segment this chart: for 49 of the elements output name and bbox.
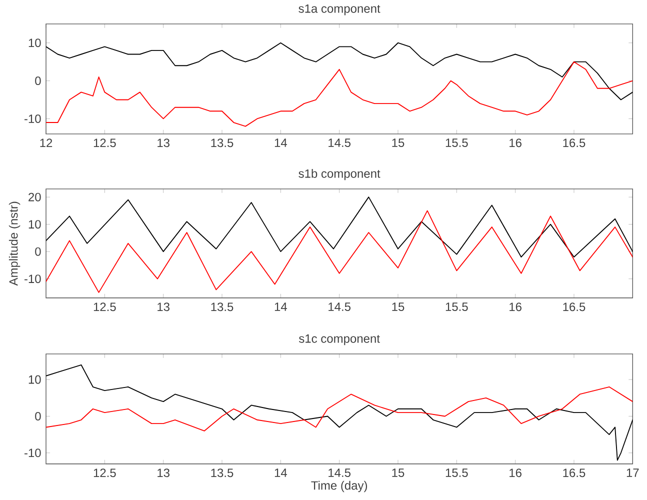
x-tick-label: 16 [510, 138, 522, 148]
x-tick-label: 14 [274, 138, 287, 147]
x-tick-label: 12.5 [94, 138, 116, 148]
x-tick-label: 13.5 [211, 138, 234, 148]
x-tick-label: 16 [510, 468, 522, 478]
y-tick-label: -10 [24, 448, 41, 458]
y-tick-label: 0 [35, 76, 41, 86]
x-tick-label: 15 [392, 138, 404, 148]
line-series [46, 364, 633, 461]
x-tick-label: 15.5 [446, 302, 468, 312]
y-tick-label: 0 [35, 412, 41, 421]
y-axis-title: Amplitude (nstr) [8, 202, 20, 286]
x-tick-label: 13 [158, 138, 170, 148]
line-series [46, 386, 633, 432]
x-tick-label: 15.5 [446, 468, 468, 478]
line-series [46, 42, 633, 100]
x-tick-label: 13.5 [211, 302, 234, 312]
y-tick-label: 10 [28, 38, 41, 48]
x-tick-label: 14.5 [328, 302, 351, 312]
y-tick-label: -10 [24, 114, 41, 124]
x-tick-label: 15 [392, 302, 404, 312]
chart-title: s1b component [298, 169, 380, 180]
line-series [46, 196, 633, 258]
x-tick-label: 14 [274, 468, 287, 477]
x-tick-label: 16 [510, 302, 522, 312]
y-tick-label: 0 [35, 247, 41, 256]
chart-title: s1a component [298, 4, 380, 16]
x-tick-label: 13.5 [211, 468, 234, 478]
x-tick-label: 15.5 [446, 138, 468, 148]
y-tick-label: -10 [24, 274, 41, 284]
x-tick-label: 12.5 [94, 302, 116, 312]
x-tick-label: 15 [392, 468, 404, 478]
y-tick-label: 10 [28, 220, 41, 229]
x-tick-label: 13 [158, 468, 170, 478]
x-axis-title: Time (day) [311, 480, 368, 492]
y-tick-label: 10 [28, 375, 41, 384]
x-tick-label: 16.5 [563, 468, 586, 478]
x-tick-label: 14.5 [328, 138, 351, 148]
x-tick-label: 14 [274, 302, 287, 311]
x-tick-label: 16.5 [563, 138, 586, 148]
line-series [46, 210, 633, 293]
x-tick-label: 12.5 [94, 468, 116, 478]
x-tick-label: 13 [158, 302, 170, 312]
x-tick-label: 17 [626, 468, 639, 477]
chart-title: s1c component [298, 334, 380, 346]
y-tick-label: 20 [28, 192, 41, 202]
x-tick-label: 12 [40, 138, 52, 148]
x-tick-label: 14.5 [328, 468, 351, 478]
x-tick-label: 16.5 [563, 302, 586, 312]
